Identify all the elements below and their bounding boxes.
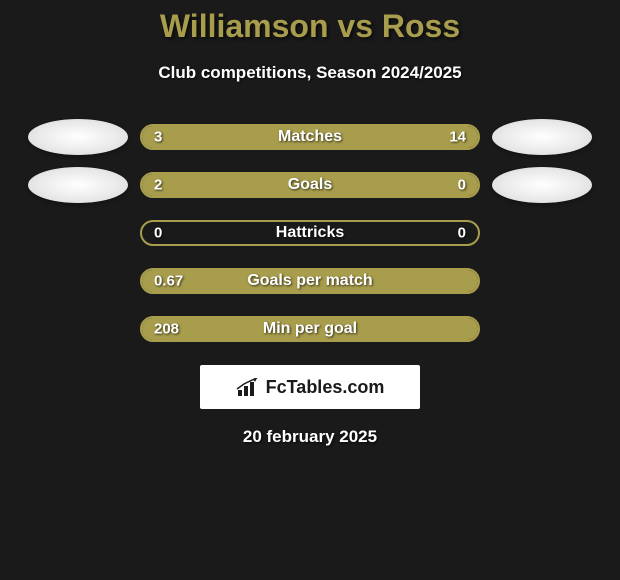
stat-category: Hattricks [276,224,344,242]
bar-fill-right [411,174,478,196]
comparison-widget: Williamson vs Ross Club competitions, Se… [0,0,620,580]
bar-container: 0.67 Goals per match [140,268,480,294]
avatar-placeholder [28,215,128,251]
stat-value-left: 0.67 [154,273,183,290]
stats-area: 3 Matches 14 2 Goals 0 0 Hattricks 0 0.67 Goals pe… [0,121,620,345]
stat-row: 208 Min per goal [0,313,620,345]
stat-row: 0.67 Goals per match [0,265,620,297]
stat-row: 3 Matches 14 [0,121,620,153]
stat-category: Goals per match [247,272,372,290]
bar-container: 3 Matches 14 [140,124,480,150]
stat-row: 2 Goals 0 [0,169,620,201]
stat-value-left: 2 [154,177,162,194]
stat-value-left: 3 [154,129,162,146]
page-title: Williamson vs Ross [0,0,620,45]
date-text: 20 february 2025 [0,427,620,447]
stat-row: 0 Hattricks 0 [0,217,620,249]
logo-box[interactable]: FcTables.com [200,365,420,409]
bar-container: 0 Hattricks 0 [140,220,480,246]
stat-category: Matches [278,128,342,146]
stat-value-left: 208 [154,321,179,338]
avatar-left [28,119,128,155]
avatar-left [28,167,128,203]
avatar-right [492,119,592,155]
avatar-right [492,167,592,203]
bar-fill-left [142,174,411,196]
stat-category: Goals [288,176,332,194]
avatar-placeholder [492,263,592,299]
stat-category: Min per goal [263,320,357,338]
stat-value-right: 0 [458,177,466,194]
avatar-placeholder [28,311,128,347]
subtitle-text: Club competitions, Season 2024/2025 [0,63,620,83]
stat-value-left: 0 [154,225,162,242]
stat-value-right: 0 [458,225,466,242]
chart-icon [236,378,260,396]
stat-value-right: 14 [449,129,466,146]
avatar-placeholder [492,311,592,347]
bar-fill-left [142,126,202,148]
logo-text: FcTables.com [266,377,385,398]
bar-container: 208 Min per goal [140,316,480,342]
avatar-placeholder [28,263,128,299]
avatar-placeholder [492,215,592,251]
logo-content: FcTables.com [236,377,385,398]
bar-container: 2 Goals 0 [140,172,480,198]
